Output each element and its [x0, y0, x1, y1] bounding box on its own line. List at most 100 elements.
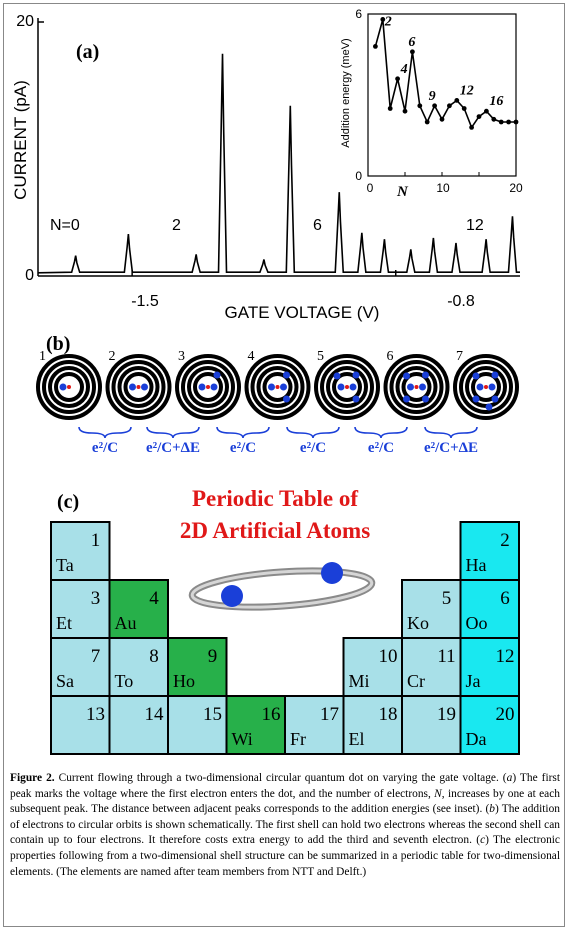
addition-energy-point	[491, 116, 497, 122]
addition-energy-point	[439, 116, 445, 122]
element-cell	[225, 695, 286, 755]
electron-dot	[210, 383, 218, 391]
atom-number: 3	[178, 349, 185, 364]
energy-label: e²/C+ΔE	[146, 440, 200, 456]
element-cell	[167, 637, 228, 697]
n-annotation: N=0	[50, 217, 80, 234]
element-number: 1	[91, 530, 101, 551]
element-symbol: Cr	[407, 671, 425, 691]
energy-brace	[146, 426, 200, 439]
element-8: 8 To	[108, 637, 169, 697]
caption-text: ) The electronic properties following fr…	[10, 834, 560, 878]
shell-ring	[389, 360, 444, 414]
n-annotation: 2	[172, 217, 181, 234]
nucleus-dot	[345, 385, 349, 389]
element-17: 17 Fr	[284, 695, 345, 755]
inset-y-axis-label: Addition energy (meV)	[340, 38, 352, 147]
nucleus-dot	[414, 385, 419, 389]
element-number: 10	[379, 646, 398, 667]
element-symbol: Ko	[407, 613, 429, 633]
caption-text: b	[489, 803, 495, 816]
addition-energy-point	[387, 106, 393, 111]
element-cell	[342, 637, 403, 697]
electron-dot	[488, 383, 496, 391]
element-symbol: Wi	[232, 729, 253, 749]
n-annotation: 12	[466, 217, 484, 234]
energy-brace	[78, 426, 132, 439]
shell-ring	[471, 372, 501, 402]
inset-peak-label: 9	[429, 89, 436, 104]
shell-ring	[250, 360, 305, 414]
electron-dot	[141, 383, 148, 391]
energy-label: e²/C	[92, 440, 118, 456]
electron-dot	[419, 383, 426, 391]
electron-dot	[352, 371, 360, 379]
electron-dot	[403, 372, 410, 380]
element-cell	[459, 579, 520, 639]
addition-energy-point	[498, 119, 504, 125]
electron-dot	[213, 371, 221, 379]
inset-peak-label: 16	[489, 94, 503, 109]
atom-7: 7	[453, 349, 519, 420]
figure-caption: Figure 2. Current flowing through a two-…	[10, 771, 560, 880]
element-number: 18	[379, 704, 398, 725]
element-number: 13	[86, 704, 105, 725]
element-number: 17	[320, 704, 339, 725]
addition-energy-point	[447, 103, 452, 109]
energy-brace	[354, 426, 408, 439]
energy-brace	[216, 426, 270, 439]
element-symbol: El	[349, 729, 365, 749]
addition-energy-point	[506, 119, 511, 125]
shell-ring	[187, 366, 229, 408]
y-tick-label: 20	[16, 13, 34, 30]
element-cell	[167, 695, 228, 755]
electron-dot	[422, 395, 429, 403]
element-cell	[459, 521, 520, 581]
nucleus-dot	[275, 385, 280, 389]
addition-energy-point	[402, 108, 408, 114]
electron-dot	[283, 371, 290, 379]
atom-number: 5	[317, 349, 324, 364]
element-cell	[108, 637, 169, 697]
electron-dot	[280, 383, 287, 391]
nucleus-dot	[67, 385, 71, 389]
element-number: 15	[203, 704, 222, 725]
inset-x-tick: 0	[367, 181, 374, 195]
shell-ring	[256, 366, 299, 408]
element-symbol: Ha	[466, 555, 487, 575]
addition-energy-point	[461, 106, 467, 111]
shell-ring	[314, 354, 380, 420]
shell-ring	[320, 360, 374, 414]
inset-x-tick: 20	[509, 181, 523, 195]
atom-4: 4	[244, 349, 311, 420]
electron-dot	[198, 383, 206, 391]
electron-dot	[485, 403, 493, 411]
shell-ring	[105, 354, 172, 420]
electron-dot	[491, 395, 499, 403]
electron-dot	[472, 395, 480, 403]
element-12: 12 Ja	[459, 637, 520, 697]
element-number: 2	[500, 530, 510, 551]
element-1: 1 Ta	[50, 521, 111, 581]
element-cell	[401, 695, 462, 755]
shell-ring	[244, 354, 311, 420]
electron-dot	[349, 383, 357, 391]
atoms-row: 1 2 3 4 5 6 7	[36, 349, 519, 420]
element-number: 9	[208, 646, 218, 667]
n-annotation: 6	[313, 217, 322, 234]
addition-energy-point	[395, 76, 400, 82]
atom-6: 6	[383, 349, 450, 420]
caption-text: Current flowing through a two-dimensiona…	[54, 772, 507, 784]
energy-label: e²/C+ΔE	[424, 440, 478, 456]
addition-energy-point	[410, 49, 415, 55]
element-number: 20	[496, 704, 515, 725]
panel-b-label: (b)	[46, 333, 70, 355]
periodic-table-grid: 1Ta2Ha3Et4Au5Ko6Oo7Sa8To9Ho10Mi11Cr12Ja1…	[50, 521, 520, 755]
panel-b-shell-schematic: (b) 1 2 3 4 5 6 7 e²/C e²/C+ΔE e²/C e²/C e²/C e²/C+…	[36, 333, 519, 456]
electron-dot	[403, 395, 410, 403]
inset-x-tick: 10	[436, 181, 450, 195]
energy-brace	[424, 426, 478, 439]
addition-energy-point	[424, 119, 430, 125]
electron-dot	[422, 371, 429, 379]
nucleus-dot	[206, 385, 210, 389]
